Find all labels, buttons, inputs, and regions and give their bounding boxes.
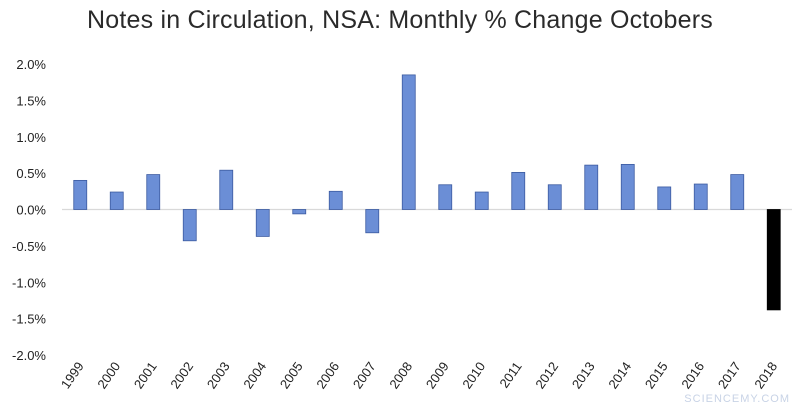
bar-2018 [766,209,781,311]
y-tick-label: 0.5% [16,166,46,181]
x-tick-label: 2011 [496,359,524,391]
bar-2004 [255,209,270,237]
bar-2016 [693,183,708,210]
x-tick-label: 2002 [167,359,196,391]
x-tick-label: 2003 [204,359,233,391]
x-tick-label: 2005 [277,359,306,391]
x-axis-category-labels: 1999 2000 2001 2002 2003 2004 2005 2006 2007 2008… [58,359,780,391]
y-tick-label: 1.5% [16,93,46,108]
bar-2012 [547,184,562,210]
x-tick-label: 2009 [423,359,452,391]
bar-series [73,74,781,311]
bar-2011 [511,171,526,210]
watermark-text: SCIENCEMY.COM [684,393,790,405]
y-tick-label: -1.0% [12,275,46,290]
x-tick-label: 2008 [386,359,415,391]
x-tick-label: 2012 [532,359,561,391]
y-tick-label: 2.0% [16,57,46,72]
gridlines [62,208,792,211]
bar-2001 [146,174,161,210]
bar-2008 [401,74,416,210]
x-tick-label: 2014 [605,359,634,391]
x-tick-label: 2017 [715,359,744,391]
y-tick-label: 1.0% [16,130,46,145]
x-tick-label: 2006 [313,359,342,391]
bar-2003 [219,169,234,210]
y-axis-tick-labels: 2.0% 1.5% 1.0% 0.5% 0.0% -0.5% -1.0% -1.5% -2.0% [12,57,46,363]
chart-title: Notes in Circulation, NSA: Monthly % Cha… [87,6,713,34]
x-tick-label: 2013 [569,359,598,391]
x-tick-label: 2007 [350,359,379,391]
x-tick-label: 2004 [240,359,269,391]
bar-2014 [620,163,635,210]
x-tick-label: 1999 [58,359,87,391]
x-tick-label: 2016 [678,359,707,391]
bar-2007 [365,209,380,234]
y-tick-label: 0.0% [16,203,46,218]
bar-2013 [584,164,599,210]
bar-1999 [73,179,88,210]
y-tick-label: -2.0% [12,348,46,363]
bar-2009 [438,184,453,210]
bar-2000 [109,191,124,210]
x-tick-label: 2018 [751,359,780,391]
bar-2002 [182,209,197,242]
bar-2010 [474,191,489,210]
bar-2006 [328,190,343,210]
x-tick-label: 2015 [642,359,671,391]
x-tick-label: 2010 [459,359,488,391]
bar-2015 [657,186,672,210]
bar-2005 [292,209,307,215]
x-tick-label: 2000 [94,359,123,391]
y-tick-label: -1.5% [12,312,46,327]
y-tick-label: -0.5% [12,239,46,254]
x-tick-label: 2001 [131,359,160,391]
bar-2017 [730,174,745,210]
